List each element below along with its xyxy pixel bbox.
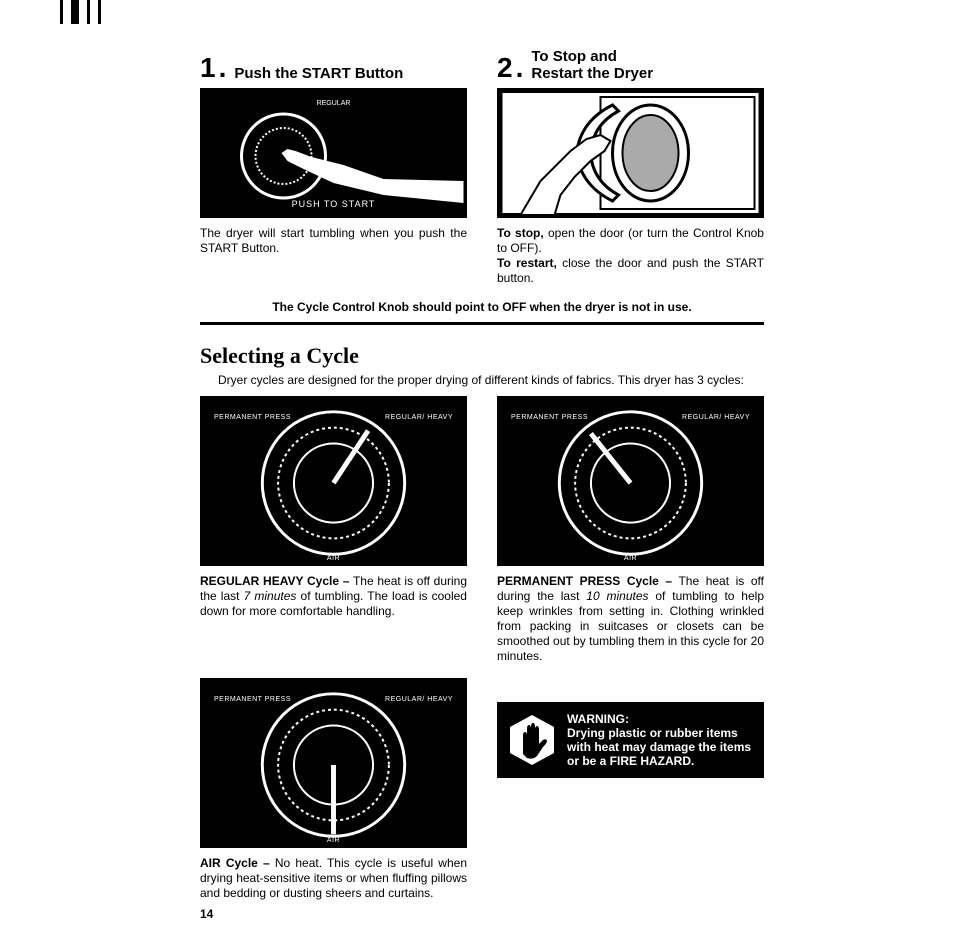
step-2-dot: . xyxy=(516,54,524,82)
steps-row: 1 . Push the START Button REGULAR PUSH T… xyxy=(200,40,764,286)
regular-heavy-block: PERMANENT PRESS REGULAR/ HEAVY AIR REGUL… xyxy=(200,396,467,664)
regular-heavy-lead: REGULAR HEAVY Cycle – xyxy=(200,574,349,588)
permanent-press-lead: PERMANENT PRESS Cycle – xyxy=(497,574,672,588)
section-intro: Dryer cycles are designed for the proper… xyxy=(218,373,764,388)
regular-heavy-ital: 7 minutes xyxy=(244,589,297,603)
permanent-press-ital: 10 minutes xyxy=(586,589,648,603)
regular-heavy-text: REGULAR HEAVY Cycle – The heat is off du… xyxy=(200,574,467,619)
cycles-row-1: PERMANENT PRESS REGULAR/ HEAVY AIR REGUL… xyxy=(200,396,764,664)
dial-label-air: AIR xyxy=(497,555,764,562)
page-number: 14 xyxy=(200,907,213,921)
air-cycle-lead: AIR Cycle – xyxy=(200,856,270,870)
open-door-graphic xyxy=(500,91,761,215)
step-2-title-line1: To Stop and xyxy=(531,48,617,65)
step-1-number: 1 xyxy=(200,54,216,82)
off-note: The Cycle Control Knob should point to O… xyxy=(200,300,764,314)
dial-label-regular-heavy: REGULAR/ HEAVY xyxy=(682,414,750,421)
dial-label-air: AIR xyxy=(200,555,467,562)
dial-label-permanent-press: PERMANENT PRESS xyxy=(214,696,291,703)
step-1-dot: . xyxy=(219,54,227,82)
dial-label-regular-heavy: REGULAR/ HEAVY xyxy=(385,414,453,421)
permanent-press-text: PERMANENT PRESS Cycle – The heat is off … xyxy=(497,574,764,664)
step-1-caption: The dryer will start tumbling when you p… xyxy=(200,226,467,256)
dial-label-regular-heavy: REGULAR/ HEAVY xyxy=(385,696,453,703)
air-cycle-dial: PERMANENT PRESS REGULAR/ HEAVY AIR xyxy=(200,678,467,848)
regular-heavy-dial: PERMANENT PRESS REGULAR/ HEAVY AIR xyxy=(200,396,467,566)
warning-body: Drying plastic or rubber items with heat… xyxy=(567,726,751,768)
permanent-press-block: PERMANENT PRESS REGULAR/ HEAVY AIR PERMA… xyxy=(497,396,764,664)
step-2-title-line2: Restart the Dryer xyxy=(531,65,653,82)
dial-label-permanent-press: PERMANENT PRESS xyxy=(511,414,588,421)
svg-text:REGULAR: REGULAR xyxy=(317,100,351,107)
step-2-illustration xyxy=(497,88,764,218)
step-2: 2 . To Stop and Restart the Dryer xyxy=(497,40,764,286)
step-1-title: Push the START Button xyxy=(234,65,403,82)
step-1-heading: 1 . Push the START Button xyxy=(200,40,467,82)
divider-rule xyxy=(200,322,764,325)
dial-label-air: AIR xyxy=(200,837,467,844)
start-button-graphic: REGULAR xyxy=(203,91,464,215)
warning-title: WARNING: xyxy=(567,712,629,726)
push-to-start-label: PUSH TO START xyxy=(203,199,464,209)
to-restart-lead: To restart, xyxy=(497,256,557,270)
step-1: 1 . Push the START Button REGULAR PUSH T… xyxy=(200,40,467,286)
step-1-illustration: REGULAR PUSH TO START xyxy=(200,88,467,218)
step-2-number: 2 xyxy=(497,54,513,82)
step-2-caption: To stop, open the door (or turn the Cont… xyxy=(497,226,764,286)
cycles-row-2: PERMANENT PRESS REGULAR/ HEAVY AIR AIR C… xyxy=(200,678,764,901)
air-cycle-text: AIR Cycle – No heat. This cycle is usefu… xyxy=(200,856,467,901)
dial-label-permanent-press: PERMANENT PRESS xyxy=(214,414,291,421)
warning-block: WARNING: Drying plastic or rubber items … xyxy=(497,678,764,901)
warning-text: WARNING: Drying plastic or rubber items … xyxy=(567,712,752,768)
to-stop-lead: To stop, xyxy=(497,226,544,240)
step-2-heading: 2 . To Stop and Restart the Dryer xyxy=(497,40,764,82)
warning-callout: WARNING: Drying plastic or rubber items … xyxy=(497,702,764,778)
section-title: Selecting a Cycle xyxy=(200,343,764,369)
hand-stop-icon xyxy=(509,714,555,766)
permanent-press-dial: PERMANENT PRESS REGULAR/ HEAVY AIR xyxy=(497,396,764,566)
page: 1 . Push the START Button REGULAR PUSH T… xyxy=(0,0,954,933)
scan-registration-marks xyxy=(60,0,109,24)
air-cycle-block: PERMANENT PRESS REGULAR/ HEAVY AIR AIR C… xyxy=(200,678,467,901)
step-2-title: To Stop and Restart the Dryer xyxy=(531,48,653,82)
